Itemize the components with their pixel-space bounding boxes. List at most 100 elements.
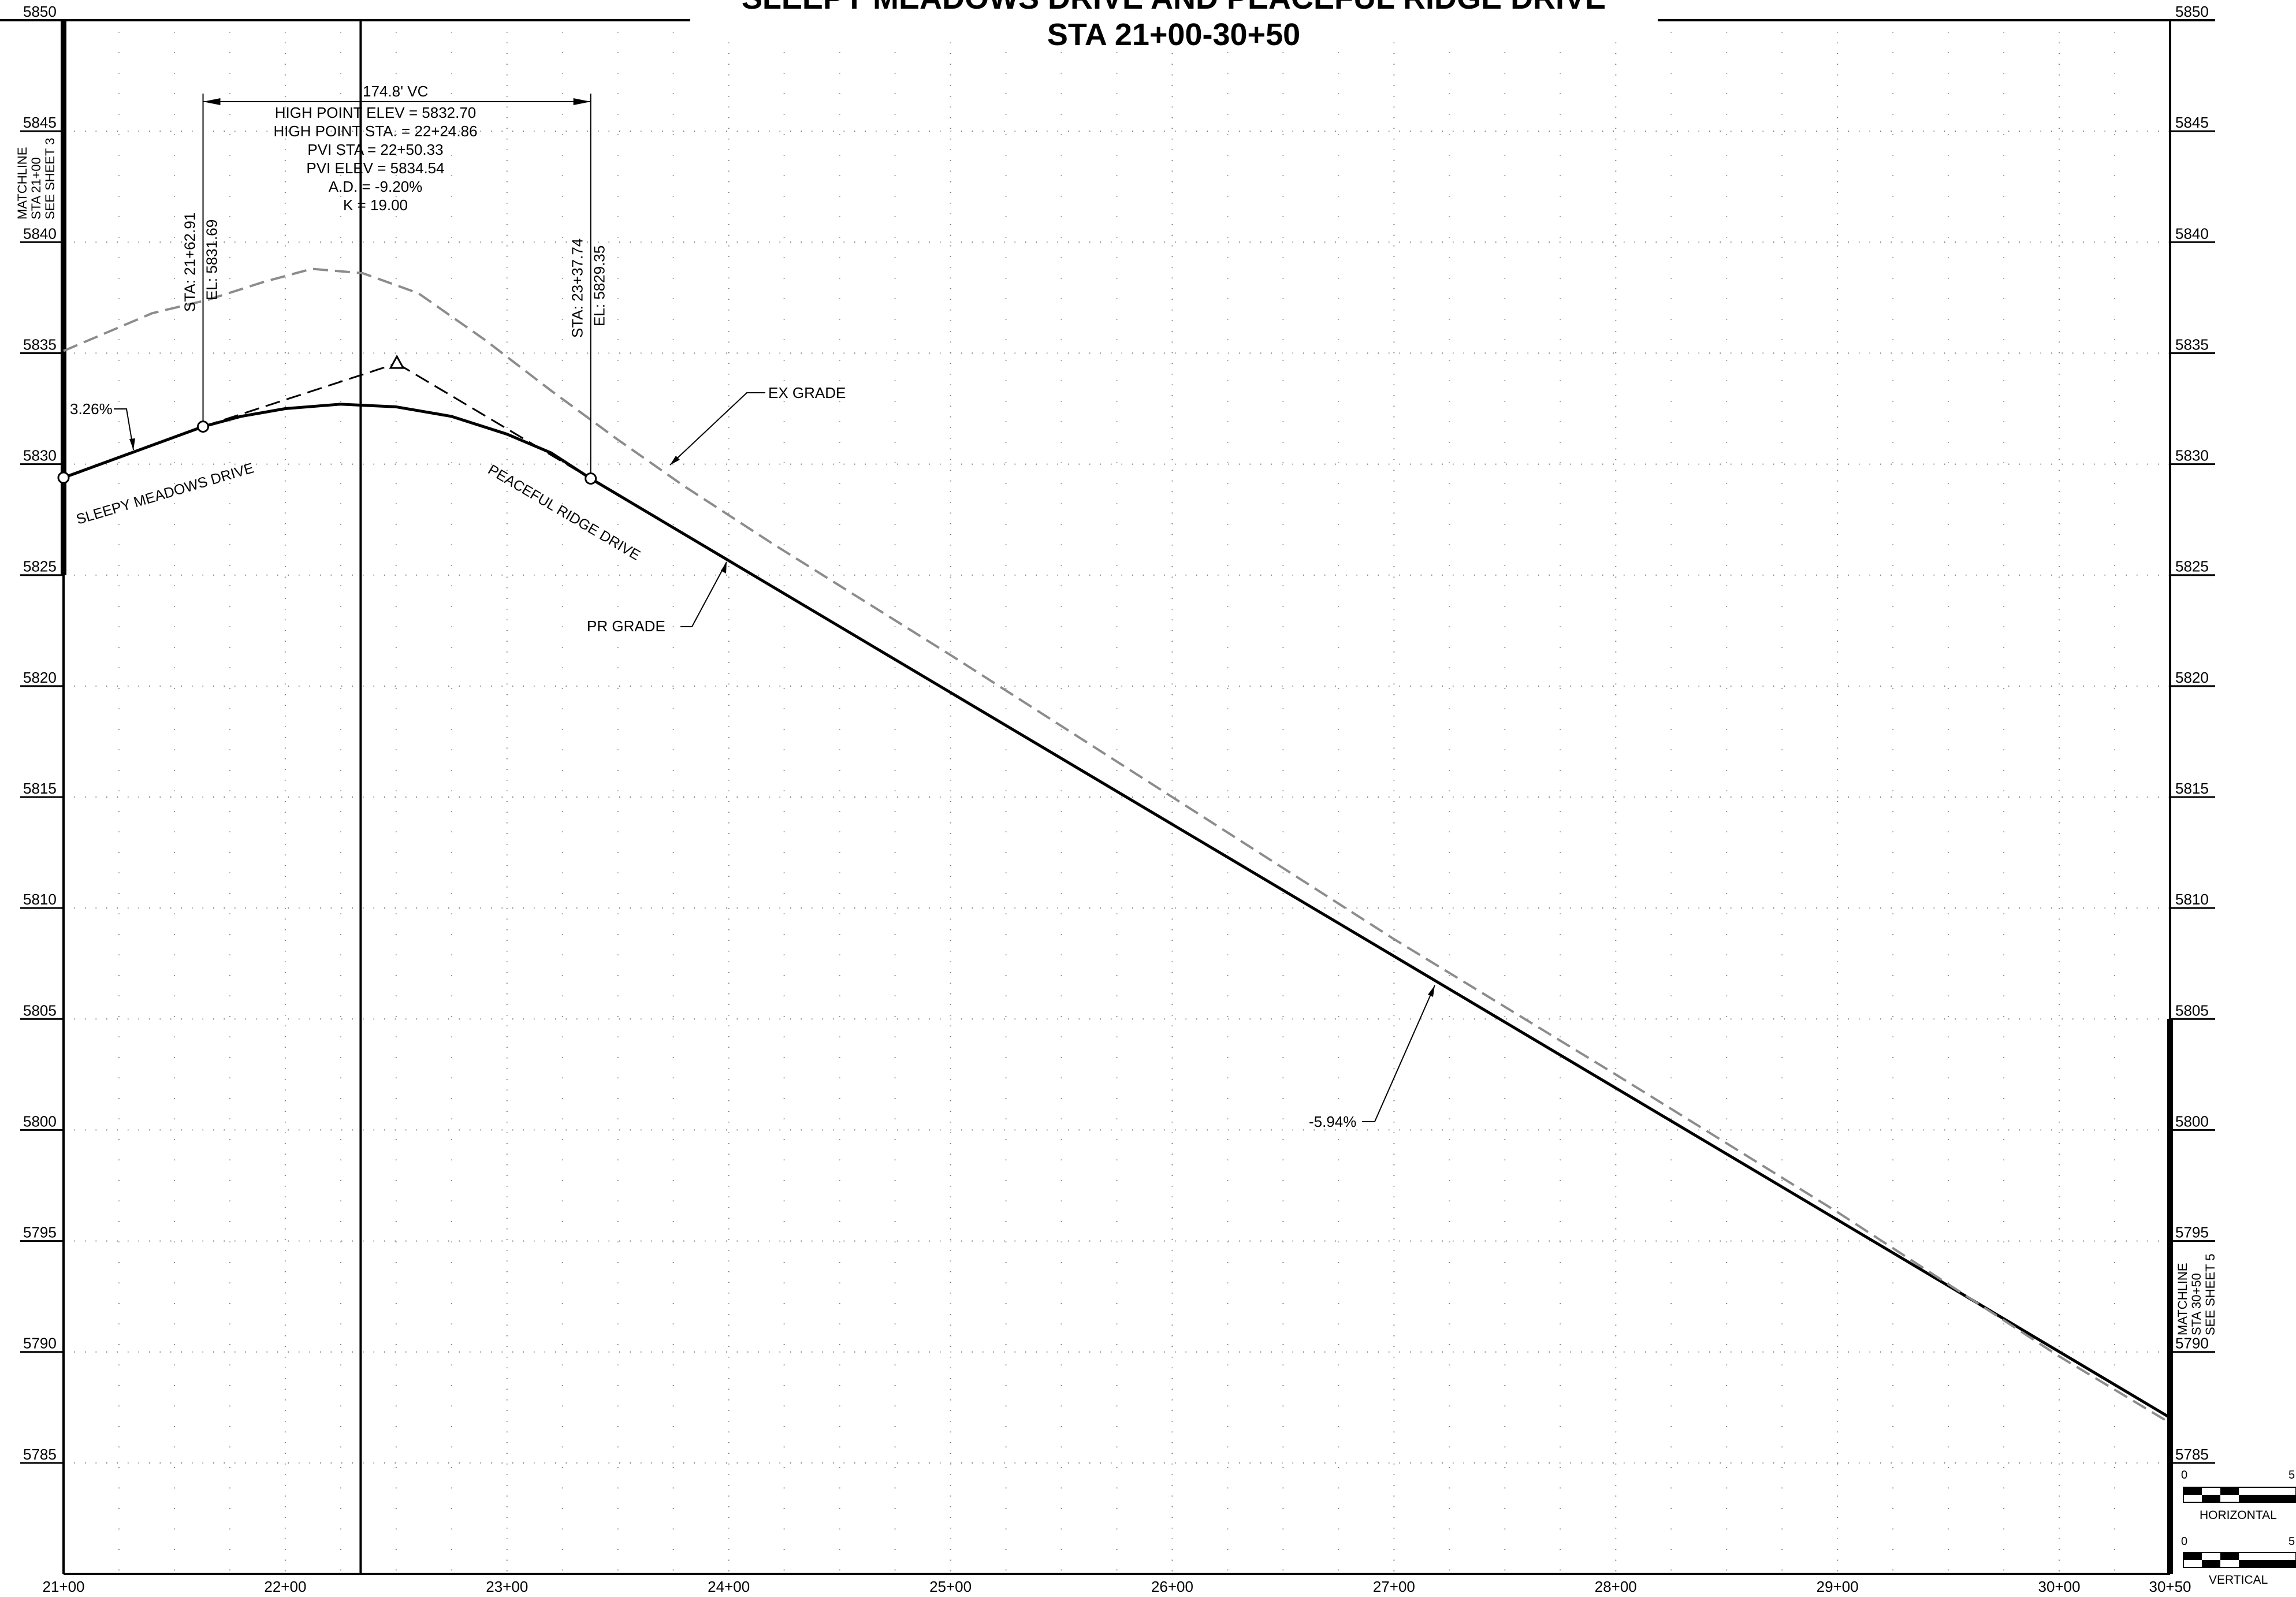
- matchline-right-line-2: STA 30+50: [2189, 1273, 2204, 1335]
- bvc-station-label: STA: 21+62.91: [181, 213, 199, 312]
- horizontal-scale-fill-2: [2202, 1495, 2220, 1502]
- profile-frame: [0, 19, 2215, 1575]
- elevation-label-left: 5845: [23, 114, 57, 131]
- elevation-label-right: 5835: [2175, 336, 2209, 353]
- elevation-label-right: 5795: [2175, 1224, 2209, 1241]
- ex-grade-leader: [669, 392, 765, 466]
- matchline-bar-left: [61, 20, 66, 575]
- profile-start-point: [57, 471, 70, 484]
- vertical-scale-fill-1: [2183, 1553, 2202, 1560]
- elevation-label-left: 5795: [23, 1224, 57, 1241]
- elevation-label-left: 5810: [23, 891, 57, 908]
- vertical-scale-fill-4: [2239, 1560, 2296, 1568]
- station-label: 28+00: [1595, 1578, 1637, 1595]
- station-label: 22+00: [264, 1578, 306, 1595]
- bvc-point: [197, 420, 210, 433]
- station-label: 25+00: [929, 1578, 972, 1595]
- vc-dimension-arrow-right: [573, 98, 591, 105]
- pr-grade-line: [63, 403, 2171, 1419]
- elevation-label-right: 5800: [2175, 1112, 2209, 1130]
- horizontal-scale-fill-4: [2239, 1495, 2296, 1502]
- vc-info-line: A.D. = -9.20%: [329, 178, 423, 195]
- elevation-label-left: 5805: [23, 1002, 57, 1019]
- matchline-right: MATCHLINE STA 30+50 SEE SHEET 5: [2175, 1254, 2217, 1335]
- station-label: 24+00: [708, 1578, 750, 1595]
- evc-point: [585, 472, 597, 485]
- station-axis: 21+00 22+00 23+00 24+00 25+00 26+00 27+00 28+00…: [42, 1578, 2191, 1595]
- vc-info-line: PVI ELEV = 5834.54: [306, 159, 444, 177]
- pr-grade-leader: [680, 561, 727, 627]
- profile-series: [63, 267, 2171, 1424]
- station-label: 27+00: [1373, 1578, 1415, 1595]
- evc-elevation-label: EL: 5829.35: [591, 245, 608, 326]
- station-label: 29+00: [1817, 1578, 1859, 1595]
- elevation-label-right: 5825: [2175, 558, 2209, 575]
- station-label: 30+50: [2149, 1578, 2191, 1595]
- matchline-right-line-3: SEE SHEET 5: [2203, 1254, 2217, 1335]
- elevation-label-right: 5790: [2175, 1335, 2209, 1352]
- station-label: 23+00: [486, 1578, 528, 1595]
- vc-info-line: PVI STA = 22+50.33: [307, 141, 443, 158]
- elevation-label-left: 5785: [23, 1446, 57, 1463]
- elevation-label-right: 5815: [2175, 780, 2209, 797]
- bvc-elevation-label: EL: 5831.69: [203, 219, 221, 300]
- matchline-left-line-3: SEE SHEET 3: [43, 138, 57, 219]
- ex-grade-line: [63, 267, 2171, 1424]
- elevation-label-right: 5820: [2175, 669, 2209, 686]
- grade-out-arrowhead: [1428, 985, 1435, 997]
- left-elevation-axis: 5850 5845 5840 5835 5830 5825 5820 5815 5810 5805…: [20, 3, 64, 1464]
- elevation-label-right: 5805: [2175, 1002, 2209, 1019]
- grade-tangent-line: [396, 362, 591, 479]
- vertical-scale-fill-3: [2220, 1553, 2239, 1560]
- horizontal-scale-fill-3: [2220, 1487, 2239, 1495]
- vc-dimension-arrow-left: [203, 98, 221, 105]
- elevation-label-left: 5830: [23, 447, 57, 464]
- grade-in-leader: [114, 408, 134, 451]
- elevation-label-left: 5835: [23, 336, 57, 353]
- matchline-left: MATCHLINE STA 21+00 SEE SHEET 3: [15, 138, 57, 219]
- horizontal-scale-bar: 0 5 HORIZONTAL: [2181, 1469, 2296, 1522]
- pr-grade-arrowhead: [721, 562, 727, 574]
- right-elevation-axis: 5850 5845 5840 5835 5830 5825 5820 5815 5810 5805…: [2170, 3, 2215, 1464]
- road-label-peaceful-ridge: PEACEFUL RIDGE DRIVE: [485, 461, 643, 564]
- title-line-1: SLEEPY MEADOWS DRIVE AND PEACEFUL RIDGE …: [742, 0, 1606, 16]
- grade-in-label: 3.26%: [70, 400, 113, 418]
- elevation-label-left: 5840: [23, 225, 57, 242]
- vertical-scale-start: 0: [2181, 1535, 2187, 1548]
- grid: [64, 20, 2170, 1574]
- grade-in-arrowhead: [129, 438, 135, 450]
- elevation-label-left: 5825: [23, 558, 57, 575]
- matchline-bar-right: [2167, 1019, 2173, 1574]
- matchline-right-line-1: MATCHLINE: [2175, 1263, 2190, 1336]
- title-line-2: STA 21+00-30+50: [1047, 17, 1300, 52]
- station-label: 21+00: [42, 1578, 84, 1595]
- grade-tangent-line: [203, 362, 397, 428]
- pvi-marker: [389, 354, 405, 369]
- matchline-left-line-2: STA 21+00: [29, 157, 43, 219]
- vertical-scale-label: VERTICAL: [2209, 1573, 2268, 1587]
- ex-grade-label: EX GRADE: [768, 384, 846, 401]
- horizontal-scale-start: 0: [2181, 1469, 2187, 1481]
- elevation-label-right: 5785: [2175, 1446, 2209, 1463]
- vc-info-line: K = 19.00: [343, 196, 408, 214]
- horizontal-scale-end: 5: [2288, 1469, 2295, 1481]
- vc-info-line: HIGH POINT ELEV = 5832.70: [275, 104, 477, 121]
- vc-info-line: HIGH POINT STA. = 22+24.86: [273, 122, 477, 140]
- elevation-label-left: 5790: [23, 1335, 57, 1352]
- ex-grade-arrowhead: [670, 456, 680, 465]
- elevation-label-left: 5800: [23, 1112, 57, 1130]
- elevation-label-left: 5820: [23, 669, 57, 686]
- vertical-scale-fill-2: [2202, 1560, 2220, 1568]
- vc-length-label: 174.8' VC: [363, 83, 428, 100]
- horizontal-scale-fill-1: [2183, 1487, 2202, 1495]
- station-label: 26+00: [1151, 1578, 1193, 1595]
- elevation-label-left: 5815: [23, 780, 57, 797]
- grade-out-label: -5.94%: [1309, 1113, 1356, 1130]
- horizontal-scale-label: HORIZONTAL: [2200, 1509, 2277, 1522]
- title-mask: [690, 0, 1658, 33]
- elevation-label-right: 5845: [2175, 114, 2209, 131]
- road-label-sleepy-meadows: SLEEPY MEADOWS DRIVE: [75, 460, 256, 527]
- vertical-scale-bar: 0 5 VERTICAL: [2181, 1535, 2296, 1587]
